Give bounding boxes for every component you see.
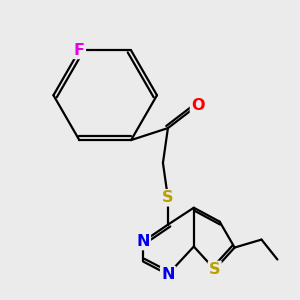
Text: O: O <box>191 98 205 113</box>
Text: S: S <box>162 190 174 205</box>
Text: N: N <box>136 234 150 249</box>
Text: N: N <box>161 267 175 282</box>
Text: S: S <box>209 262 220 277</box>
Text: F: F <box>74 43 85 58</box>
